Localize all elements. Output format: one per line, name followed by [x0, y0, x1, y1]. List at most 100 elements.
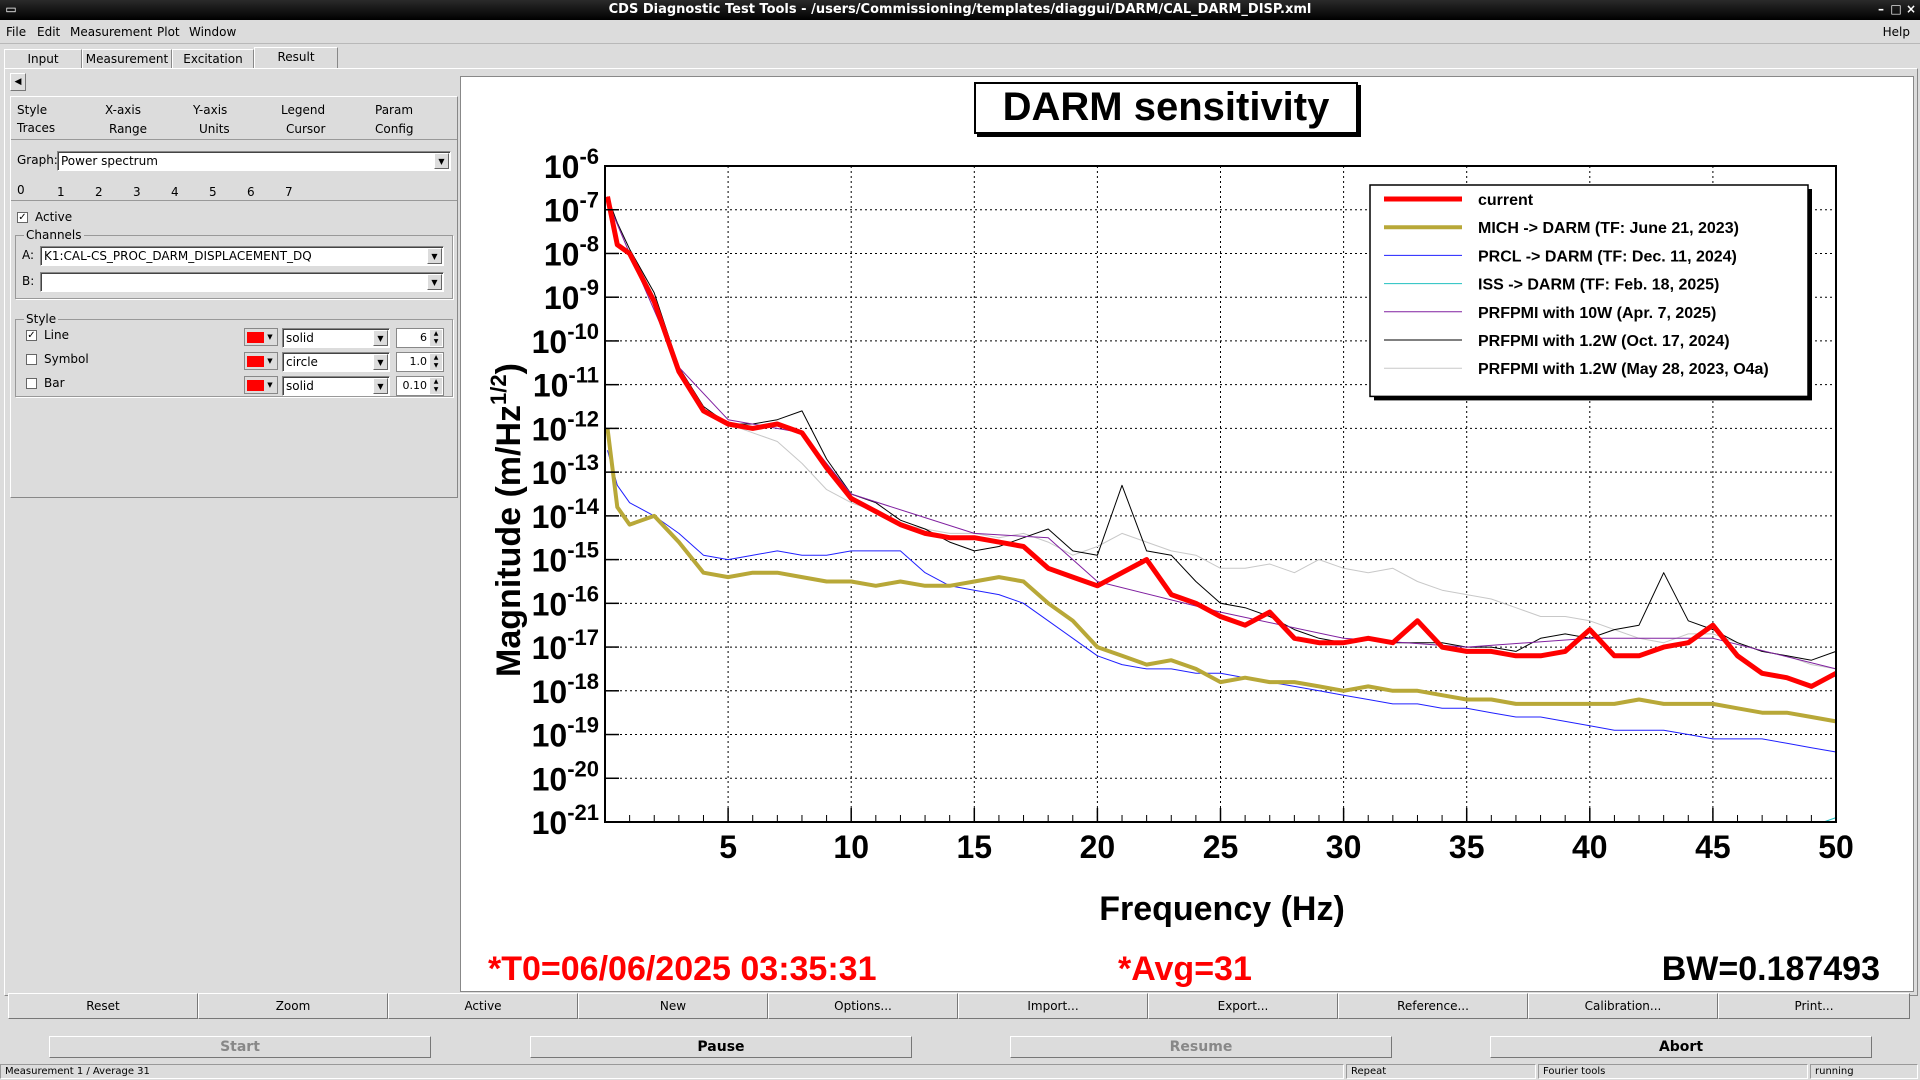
- spinner-arrows-icon[interactable]: ▲ ▼: [430, 378, 442, 394]
- tab-input[interactable]: Input: [4, 49, 82, 69]
- tab-excitation[interactable]: Excitation: [172, 49, 254, 69]
- x-tick-label: 50: [1818, 829, 1854, 865]
- subtab-range[interactable]: Range: [109, 122, 148, 136]
- divider: [11, 200, 457, 201]
- y-tick-label: 10-13: [532, 450, 599, 491]
- chevron-down-icon[interactable]: ▼: [373, 354, 388, 370]
- maximize-icon[interactable]: □: [1890, 2, 1902, 16]
- zoom-button[interactable]: Zoom: [198, 993, 388, 1019]
- symbol-size-spinner[interactable]: 1.0 ▲ ▼: [396, 352, 444, 372]
- menu-file[interactable]: File: [6, 25, 27, 39]
- t0-label: *T0=06/06/2025 03:35:31: [488, 950, 876, 988]
- spinner-arrows-icon[interactable]: ▲ ▼: [430, 330, 442, 346]
- print-button[interactable]: Print...: [1718, 993, 1910, 1019]
- chevron-down-icon[interactable]: ▼: [427, 274, 442, 290]
- graph-label: Graph:: [17, 153, 58, 167]
- menu-window[interactable]: Window: [189, 25, 237, 39]
- bar-type-select[interactable]: solid ▼: [282, 376, 390, 396]
- export-button[interactable]: Export...: [1148, 993, 1338, 1019]
- channel-a-input[interactable]: K1:CAL-CS_PROC_DARM_DISPLACEMENT_DQ ▼: [40, 246, 444, 266]
- bar-type-value: solid: [286, 379, 314, 393]
- channel-b-input[interactable]: ▼: [40, 272, 444, 292]
- subtab-style[interactable]: Style: [17, 103, 48, 117]
- series-line-4: [607, 200, 1837, 670]
- x-tick-label: 20: [1080, 829, 1116, 865]
- trace-tab-1[interactable]: 1: [57, 185, 65, 199]
- reference-button[interactable]: Reference...: [1338, 993, 1528, 1019]
- symbol-color-picker[interactable]: ▼: [244, 352, 278, 370]
- legend-box: [1369, 184, 1809, 398]
- trace-tab-6[interactable]: 6: [247, 185, 255, 199]
- line-color-picker[interactable]: ▼: [244, 328, 278, 346]
- close-icon[interactable]: ×: [1905, 2, 1917, 16]
- active-checkbox[interactable]: ✓: [17, 212, 28, 223]
- y-tick-label: 10-7: [544, 188, 599, 229]
- trace-tab-7[interactable]: 7: [285, 185, 293, 199]
- subtab-x-axis[interactable]: X-axis: [105, 103, 141, 117]
- subtab-cursor[interactable]: Cursor: [286, 122, 326, 136]
- menu-help[interactable]: Help: [1882, 25, 1910, 39]
- chevron-down-icon[interactable]: ▼: [373, 378, 388, 394]
- x-tick-label: 45: [1695, 829, 1731, 865]
- subtab-traces[interactable]: Traces: [17, 121, 56, 135]
- symbol-checkbox[interactable]: [26, 354, 37, 365]
- subtab-legend[interactable]: Legend: [281, 103, 326, 117]
- reset-button[interactable]: Reset: [8, 993, 198, 1019]
- chevron-down-icon[interactable]: ▼: [434, 153, 449, 169]
- symbol-type-select[interactable]: circle ▼: [282, 352, 390, 372]
- trace-tab-3[interactable]: 3: [133, 185, 141, 199]
- symbol-label: Symbol: [44, 352, 89, 366]
- line-type-select[interactable]: solid ▼: [282, 328, 390, 348]
- line-width-value: 6: [420, 331, 427, 344]
- menu-plot[interactable]: Plot: [157, 25, 180, 39]
- bar-checkbox[interactable]: [26, 378, 37, 389]
- trace-tab-5[interactable]: 5: [209, 185, 217, 199]
- chart-title: DARM sensitivity: [974, 82, 1358, 134]
- window-menu-icon[interactable]: ▭: [5, 2, 17, 16]
- import-button[interactable]: Import...: [958, 993, 1148, 1019]
- subtab-config[interactable]: Config: [375, 122, 414, 136]
- options-button[interactable]: Options...: [768, 993, 958, 1019]
- start-button[interactable]: Start: [49, 1036, 431, 1058]
- chevron-down-icon[interactable]: ▼: [373, 330, 388, 346]
- trace-tab-4[interactable]: 4: [171, 185, 179, 199]
- menu-measurement[interactable]: Measurement: [70, 25, 153, 39]
- bar-width-spinner[interactable]: 0.10 ▲ ▼: [396, 376, 444, 396]
- chart-svg[interactable]: 5 10 15 20 25 30 35 40 45 50 10-610-710-810-910-1…: [0, 0, 1920, 1000]
- tab-result[interactable]: Result: [254, 47, 338, 69]
- minimize-icon[interactable]: –: [1878, 2, 1884, 16]
- x-tick-label: 30: [1326, 829, 1362, 865]
- symbol-type-value: circle: [286, 355, 318, 369]
- abort-button[interactable]: Abort: [1490, 1036, 1872, 1058]
- line-width-spinner[interactable]: 6 ▲ ▼: [396, 328, 444, 348]
- menu-edit[interactable]: Edit: [37, 25, 61, 39]
- subtab-y-axis[interactable]: Y-axis: [193, 103, 228, 117]
- y-tick-label: 10-20: [532, 756, 599, 797]
- graph-select[interactable]: Power spectrum ▼: [57, 151, 451, 171]
- resume-button[interactable]: Resume: [1010, 1036, 1392, 1058]
- graph-select-value: Power spectrum: [61, 154, 158, 168]
- subtab-units[interactable]: Units: [199, 122, 230, 136]
- status-state: running: [1810, 1064, 1918, 1079]
- trace-tab-0[interactable]: 0: [17, 183, 25, 197]
- new-button[interactable]: New: [578, 993, 768, 1019]
- series-line-2: [607, 450, 1837, 753]
- menu-bar: File Edit Measurement Plot Window Help: [0, 21, 1920, 44]
- chevron-down-icon[interactable]: ▼: [427, 248, 442, 264]
- line-checkbox[interactable]: ✓: [26, 330, 37, 341]
- legend-label-4: PRFPMI with 10W (Apr. 7, 2025): [1478, 305, 1716, 322]
- channels-group-label: Channels: [24, 228, 84, 242]
- bar-color-picker[interactable]: ▼: [244, 376, 278, 394]
- collapse-arrow-icon[interactable]: ◀: [10, 73, 26, 91]
- spinner-arrows-icon[interactable]: ▲ ▼: [430, 354, 442, 370]
- calibration-button[interactable]: Calibration...: [1528, 993, 1718, 1019]
- active-button[interactable]: Active: [388, 993, 578, 1019]
- subtab-param[interactable]: Param: [375, 103, 414, 117]
- y-axis-label: Magnitude (m/Hz1/2): [486, 363, 528, 677]
- trace-tab-2[interactable]: 2: [95, 185, 103, 199]
- line-label: Line: [44, 328, 70, 342]
- tab-measurement[interactable]: Measurement: [82, 49, 172, 69]
- x-tick-label: 25: [1203, 829, 1239, 865]
- pause-button[interactable]: Pause: [530, 1036, 912, 1058]
- status-bar: Measurement 1 / Average 31 Repeat Fourie…: [0, 1062, 1920, 1080]
